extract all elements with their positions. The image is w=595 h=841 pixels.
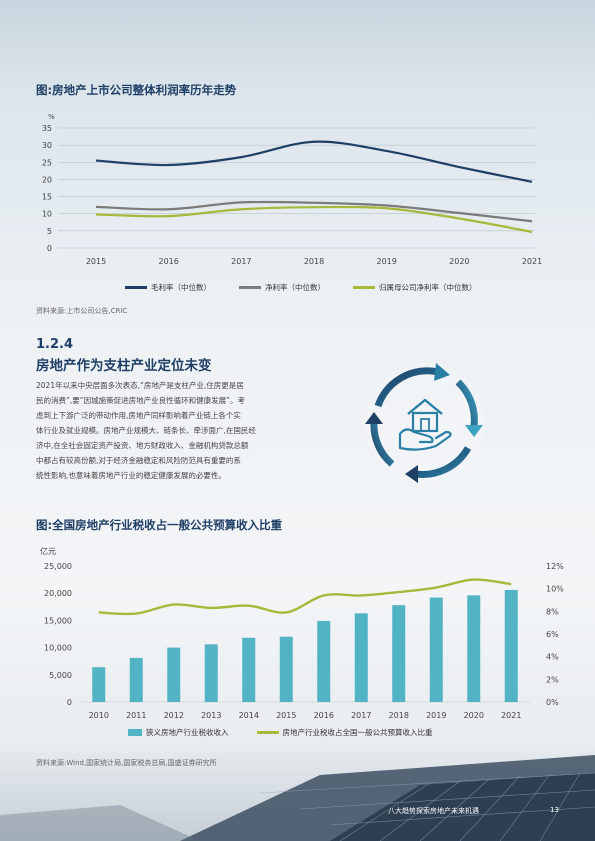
y-tick-label: 10,000 — [44, 644, 72, 653]
y-tick-label: 20 — [42, 175, 52, 184]
y-tick-label: 5,000 — [49, 671, 72, 680]
legend-swatch — [239, 286, 261, 289]
series-line — [98, 578, 512, 616]
legend-label: 毛利率（中位数） — [151, 283, 211, 292]
chart2-source: 资料来源:Wind,国家统计局,国家税务总局,国盛证券研究所 — [36, 759, 217, 767]
x-tick-label: 2021 — [522, 257, 542, 266]
body-line: 2021年以来中央层面多次表态,“房地产是支柱产业,住房更是居 — [36, 381, 244, 390]
chart2-legend: 狭义房地产行业税收收入 房地产行业税收占全国一般公共预算收入比重 — [128, 727, 461, 738]
bar — [354, 613, 368, 702]
x-tick-label: 2014 — [239, 711, 259, 720]
y-tick-label: 0 — [67, 698, 72, 707]
bar — [467, 595, 481, 702]
body-line: 体行业及就业规模。房地产业规模大、链条长、牵涉面广,在国民经 — [36, 426, 256, 435]
legend-item: 毛利率（中位数） — [125, 282, 211, 293]
bar — [129, 657, 143, 702]
x-tick-label: 2015 — [86, 257, 106, 266]
body-line: 济中,在全社会固定资产投资、地方财政收入、金融机构贷款总额 — [36, 441, 249, 450]
y-tick-label: 10 — [42, 210, 52, 219]
y-tick-label: 25,000 — [44, 562, 72, 571]
bar — [279, 636, 293, 702]
chart1-svg: 0 5 10 15 20 25 30 35% 2015 2016 2017 2018 2019 2020 2… — [42, 113, 542, 266]
bar — [167, 647, 181, 702]
bar — [92, 667, 106, 702]
x-tick-label: 2019 — [426, 711, 446, 720]
x-tick-label: 2011 — [126, 711, 146, 720]
legend-label: 净利率（中位数） — [265, 283, 325, 292]
chart1-source: 资料来源:上市公司公告,CRIC — [36, 307, 128, 315]
section-title: 房地产作为支柱产业定位未变 — [36, 358, 212, 374]
y2-tick-label: 0% — [546, 698, 559, 707]
legend-item: 净利率（中位数） — [239, 282, 325, 293]
bar — [317, 620, 331, 702]
section-number: 1.2.4 — [36, 337, 74, 352]
x-tick-label: 2016 — [314, 711, 334, 720]
y2-tick-label: 10% — [546, 585, 564, 594]
bar — [429, 597, 443, 702]
y2-tick-label: 4% — [546, 653, 559, 662]
legend-swatch — [128, 729, 142, 736]
x-tick-label: 2018 — [304, 257, 324, 266]
x-tick-label: 2019 — [376, 257, 396, 266]
section-body: 2021年以来中央层面多次表态,“房地产是支柱产业,住房更是居 民的消费”,要“因… — [36, 378, 326, 483]
page-number: 13 — [550, 806, 559, 814]
x-tick-label: 2015 — [276, 711, 296, 720]
x-tick-label: 2017 — [231, 257, 251, 266]
x-tick-label: 2020 — [464, 711, 484, 720]
x-tick-label: 2017 — [351, 711, 371, 720]
legend-item: 归属母公司净利率（中位数） — [353, 282, 477, 293]
footer-text: 八大趋势探索房地产未来机遇 — [388, 807, 479, 815]
bar — [504, 589, 518, 702]
chart1-legend: 毛利率（中位数） 净利率（中位数） 归属母公司净利率（中位数） — [125, 282, 505, 293]
body-line: 民的消费”,要“因城施策促进房地产业良性循环和健康发展”。考 — [36, 396, 246, 405]
x-tick-label: 2016 — [158, 257, 178, 266]
y-unit-label: % — [48, 113, 55, 121]
y2-tick-label: 2% — [546, 675, 559, 684]
legend-swatch — [125, 286, 147, 289]
y-tick-label: 25 — [42, 158, 52, 167]
x-tick-label: 2018 — [389, 711, 409, 720]
body-line: 中都占有较高份额,对于经济金融稳定和风险防范具有重要的系 — [36, 456, 241, 465]
series-line — [95, 205, 533, 233]
series-line — [95, 140, 533, 183]
x-tick-label: 2020 — [449, 257, 469, 266]
y2-tick-label: 12% — [546, 562, 564, 571]
legend-label: 狭义房地产行业税收收入 — [146, 728, 229, 737]
y2-tick-label: 8% — [546, 607, 559, 616]
y-tick-label: 15 — [42, 193, 52, 202]
bar — [242, 637, 256, 702]
legend-label: 房地产行业税收占全国一般公共预算收入比重 — [282, 728, 433, 737]
y-tick-label: 5 — [47, 227, 52, 236]
chart2-svg: 0 5,000 10,000 15,000 20,000 25,000 0% 2% 4% 6% 8%… — [40, 546, 564, 720]
y-tick-label: 20,000 — [44, 589, 72, 598]
y-tick-label: 15,000 — [44, 616, 72, 625]
house-cycle-icon — [365, 363, 485, 483]
x-tick-label: 2013 — [201, 711, 221, 720]
y2-tick-label: 6% — [546, 630, 559, 639]
body-line: 统性影响,也意味着房地产行业的稳定健康发展的必要性。 — [36, 471, 226, 480]
x-tick-label: 2010 — [89, 711, 109, 720]
x-tick-label: 2012 — [164, 711, 184, 720]
x-tick-label: 2021 — [501, 711, 521, 720]
chart2-title: 图:全国房地产行业税收占一般公共预算收入比重 — [36, 518, 283, 532]
legend-label: 归属母公司净利率（中位数） — [379, 283, 477, 292]
legend-item: 房地产行业税收占全国一般公共预算收入比重 — [256, 727, 433, 738]
y-tick-label: 35 — [42, 124, 52, 133]
bar — [204, 644, 218, 702]
body-line: 虑到上下游广泛的带动作用,房地产同样影响着产业链上各个实 — [36, 411, 241, 420]
y-tick-label: 0 — [47, 244, 52, 253]
bar — [392, 605, 406, 702]
chart1-title: 图:房地产上市公司整体利润率历年走势 — [36, 83, 237, 97]
legend-item: 狭义房地产行业税收收入 — [128, 727, 229, 738]
series-line — [95, 200, 533, 223]
y-tick-label: 30 — [42, 141, 52, 150]
solar-panel-decoration — [0, 755, 595, 841]
legend-swatch — [256, 731, 279, 734]
y-unit-label: 亿元 — [40, 546, 56, 556]
legend-swatch — [353, 286, 375, 289]
